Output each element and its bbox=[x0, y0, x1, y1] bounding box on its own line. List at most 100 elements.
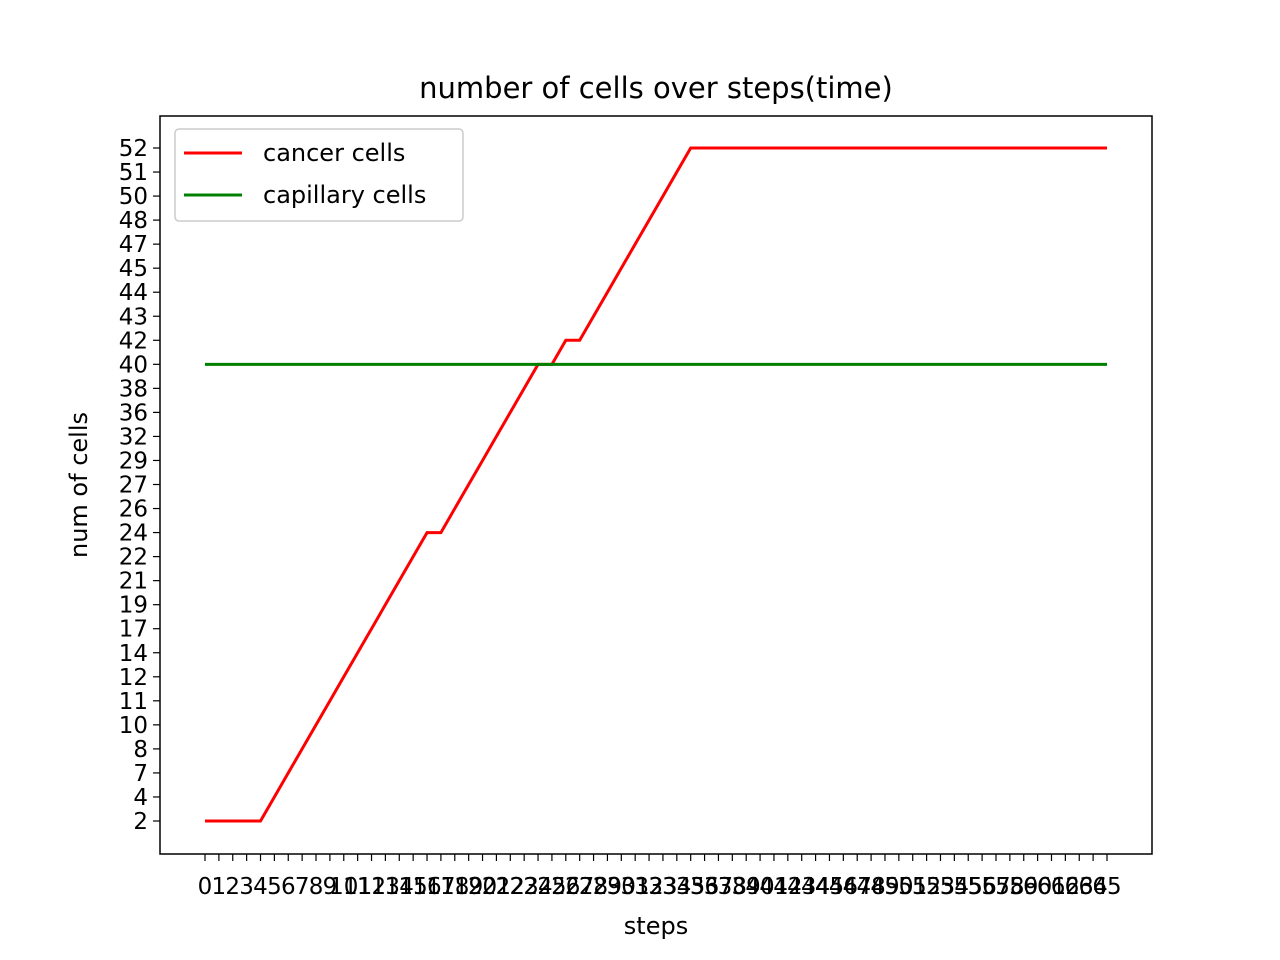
x-tick-label: 41 bbox=[759, 874, 788, 900]
y-tick-label: 19 bbox=[119, 593, 148, 619]
x-tick-label: 40 bbox=[745, 874, 774, 900]
y-tick-label: 29 bbox=[119, 448, 148, 474]
x-tick-label: 28 bbox=[579, 874, 608, 900]
x-tick-label: 7 bbox=[295, 874, 310, 900]
y-tick-label: 44 bbox=[119, 280, 148, 306]
x-tick-label: 12 bbox=[357, 874, 386, 900]
x-tick-label: 55 bbox=[954, 874, 983, 900]
y-tick-label: 52 bbox=[119, 136, 148, 162]
x-tick-label: 45 bbox=[815, 874, 844, 900]
y-axis: 2478101112141719212224262729323638404243… bbox=[119, 136, 160, 835]
x-tick-label: 25 bbox=[537, 874, 566, 900]
y-tick-label: 43 bbox=[119, 304, 148, 330]
y-tick-label: 21 bbox=[119, 569, 148, 595]
y-tick-label: 17 bbox=[119, 617, 148, 643]
x-tick-label: 19 bbox=[454, 874, 483, 900]
legend-label: capillary cells bbox=[263, 181, 426, 209]
x-tick-label: 8 bbox=[309, 874, 324, 900]
x-tick-label: 2 bbox=[225, 874, 240, 900]
x-tick-label: 16 bbox=[412, 874, 441, 900]
y-tick-label: 40 bbox=[119, 352, 148, 378]
legend: cancer cells capillary cells bbox=[174, 128, 464, 222]
x-tick-label: 54 bbox=[940, 874, 969, 900]
y-tick-label: 24 bbox=[119, 521, 148, 547]
x-tick-label: 11 bbox=[343, 874, 372, 900]
y-tick-label: 2 bbox=[133, 809, 148, 835]
y-tick-label: 26 bbox=[119, 497, 148, 523]
x-tick-label: 48 bbox=[856, 874, 885, 900]
x-tick-label: 42 bbox=[773, 874, 802, 900]
x-tick-label: 29 bbox=[593, 874, 622, 900]
axes-frame bbox=[159, 115, 1153, 855]
x-tick-label: 27 bbox=[565, 874, 594, 900]
series-lines bbox=[205, 146, 1107, 823]
y-tick-label: 42 bbox=[119, 328, 148, 354]
x-tick-label: 3 bbox=[239, 874, 254, 900]
x-tick-label: 49 bbox=[870, 874, 899, 900]
x-tick-label: 9 bbox=[323, 874, 338, 900]
series-line-0 bbox=[205, 146, 1107, 823]
x-tick-label: 18 bbox=[440, 874, 469, 900]
y-tick-label: 7 bbox=[133, 761, 148, 787]
x-tick-label: 31 bbox=[621, 874, 650, 900]
x-tick-label: 51 bbox=[898, 874, 927, 900]
x-tick-label: 59 bbox=[1009, 874, 1038, 900]
y-tick-label: 4 bbox=[133, 785, 148, 811]
x-tick-label: 13 bbox=[371, 874, 400, 900]
x-tick-label: 43 bbox=[787, 874, 816, 900]
x-tick-label: 26 bbox=[551, 874, 580, 900]
x-tick-label: 58 bbox=[995, 874, 1024, 900]
legend-label: cancer cells bbox=[263, 139, 405, 167]
y-tick-label: 51 bbox=[119, 160, 148, 186]
x-tick-label: 14 bbox=[385, 874, 414, 900]
x-tick-label: 20 bbox=[468, 874, 497, 900]
x-tick-label: 22 bbox=[496, 874, 525, 900]
x-tick-label: 33 bbox=[648, 874, 677, 900]
y-tick-label: 11 bbox=[119, 689, 148, 715]
x-tick-label: 62 bbox=[1051, 874, 1080, 900]
x-tick-label: 60 bbox=[1023, 874, 1052, 900]
x-tick-label: 37 bbox=[704, 874, 733, 900]
y-tick-label: 22 bbox=[119, 545, 148, 571]
x-tick-label: 6 bbox=[281, 874, 296, 900]
x-axis-label: steps bbox=[624, 912, 688, 940]
y-tick-label: 14 bbox=[119, 641, 148, 667]
x-tick-label: 57 bbox=[981, 874, 1010, 900]
y-tick-label: 8 bbox=[133, 737, 148, 763]
x-tick-label: 61 bbox=[1037, 874, 1066, 900]
x-tick-label: 0 bbox=[198, 874, 213, 900]
x-tick-label: 53 bbox=[926, 874, 955, 900]
y-tick-label: 45 bbox=[119, 256, 148, 282]
x-tick-label: 36 bbox=[690, 874, 719, 900]
x-tick-label: 5 bbox=[267, 874, 282, 900]
y-tick-label: 38 bbox=[119, 376, 148, 402]
y-axis-label: num of cells bbox=[65, 412, 93, 558]
x-tick-label: 52 bbox=[912, 874, 941, 900]
x-tick-label: 24 bbox=[523, 874, 552, 900]
x-tick-label: 15 bbox=[399, 874, 428, 900]
y-tick-label: 12 bbox=[119, 665, 148, 691]
y-tick-label: 50 bbox=[119, 184, 148, 210]
y-tick-label: 10 bbox=[119, 713, 148, 739]
x-tick-label: 35 bbox=[676, 874, 705, 900]
x-tick-label: 50 bbox=[884, 874, 913, 900]
x-tick-label: 34 bbox=[662, 874, 691, 900]
plot-area bbox=[159, 115, 1153, 855]
chart-title: number of cells over steps(time) bbox=[419, 71, 893, 105]
x-tick-label: 47 bbox=[843, 874, 872, 900]
y-tick-label: 27 bbox=[119, 473, 148, 499]
x-tick-label: 30 bbox=[607, 874, 636, 900]
x-tick-label: 38 bbox=[718, 874, 747, 900]
x-tick-label: 32 bbox=[634, 874, 663, 900]
legend-box bbox=[174, 128, 464, 222]
x-tick-label: 56 bbox=[967, 874, 996, 900]
y-tick-label: 32 bbox=[119, 424, 148, 450]
x-tick-label: 10 bbox=[329, 874, 358, 900]
x-tick-label: 4 bbox=[253, 874, 268, 900]
y-tick-label: 47 bbox=[119, 232, 148, 258]
x-tick-label: 39 bbox=[732, 874, 761, 900]
y-tick-label: 48 bbox=[119, 208, 148, 234]
x-tick-label: 64 bbox=[1078, 874, 1107, 900]
x-axis: 0 1 2 3 4 5 6 7 8 9101112131415161718192021222324… bbox=[198, 854, 1122, 900]
